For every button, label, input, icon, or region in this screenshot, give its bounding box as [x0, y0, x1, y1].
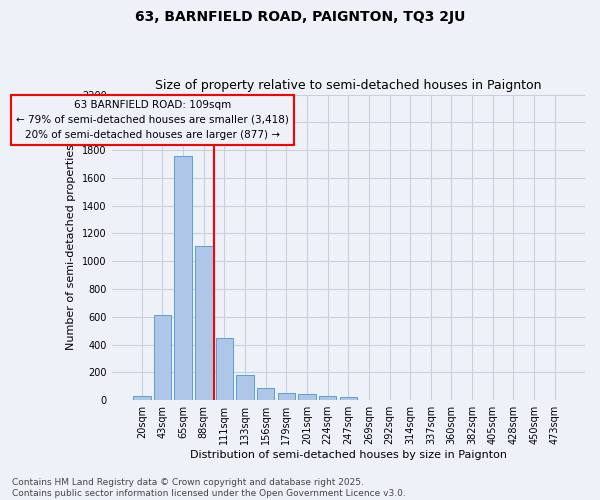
Text: 63, BARNFIELD ROAD, PAIGNTON, TQ3 2JU: 63, BARNFIELD ROAD, PAIGNTON, TQ3 2JU: [135, 10, 465, 24]
Bar: [133, 396, 151, 400]
Bar: [236, 375, 254, 400]
Bar: [215, 338, 233, 400]
Title: Size of property relative to semi-detached houses in Paignton: Size of property relative to semi-detach…: [155, 79, 542, 92]
Bar: [278, 394, 295, 400]
Y-axis label: Number of semi-detached properties: Number of semi-detached properties: [67, 144, 76, 350]
Bar: [257, 388, 274, 400]
Bar: [195, 246, 212, 400]
Bar: [154, 316, 171, 400]
Bar: [175, 156, 192, 400]
Text: Contains HM Land Registry data © Crown copyright and database right 2025.
Contai: Contains HM Land Registry data © Crown c…: [12, 478, 406, 498]
X-axis label: Distribution of semi-detached houses by size in Paignton: Distribution of semi-detached houses by …: [190, 450, 507, 460]
Bar: [319, 396, 337, 400]
Text: 63 BARNFIELD ROAD: 109sqm
← 79% of semi-detached houses are smaller (3,418)
20% : 63 BARNFIELD ROAD: 109sqm ← 79% of semi-…: [16, 100, 289, 140]
Bar: [298, 394, 316, 400]
Bar: [340, 398, 357, 400]
